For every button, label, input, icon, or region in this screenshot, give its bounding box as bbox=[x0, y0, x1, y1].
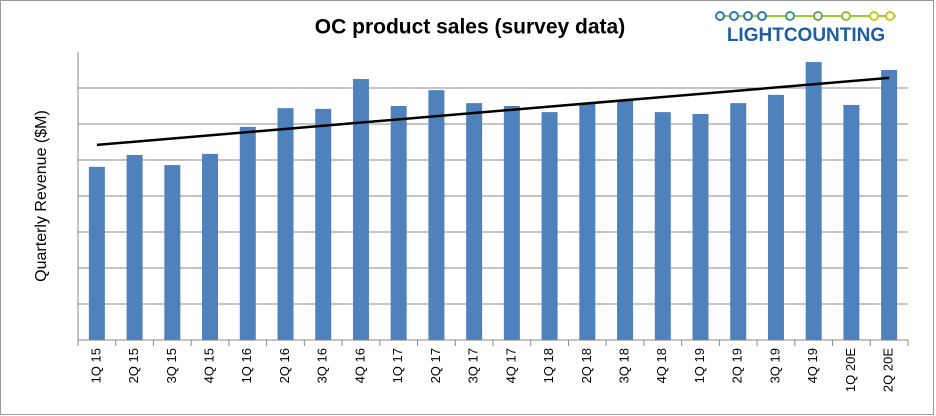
bar bbox=[126, 154, 143, 340]
x-tick-label: 4Q 15 bbox=[201, 348, 216, 383]
chart-title: OC product sales (survey data) bbox=[315, 16, 625, 39]
x-tick-label: 4Q 17 bbox=[503, 348, 518, 383]
x-tick-label: 2Q 17 bbox=[428, 348, 443, 383]
x-tick-label: 3Q 17 bbox=[466, 348, 481, 383]
bar bbox=[881, 70, 898, 340]
bar bbox=[202, 153, 219, 340]
x-tick-label: 2Q 15 bbox=[126, 348, 141, 383]
bar bbox=[767, 94, 784, 340]
bar bbox=[315, 108, 332, 340]
bar bbox=[277, 108, 294, 340]
bar bbox=[503, 106, 520, 340]
x-tick-label: 3Q 16 bbox=[315, 348, 330, 383]
bar bbox=[164, 165, 181, 340]
y-axis-label: Quarterly Revenue ($M) bbox=[33, 110, 50, 282]
x-tick-label: 3Q 19 bbox=[767, 348, 782, 383]
x-tick-label: 1Q 15 bbox=[88, 348, 103, 383]
logo-dots bbox=[715, 11, 895, 21]
x-tick-label: 2Q 16 bbox=[277, 348, 292, 383]
bar bbox=[654, 112, 671, 341]
logo-text: LIGHTCOUNTING bbox=[727, 25, 885, 46]
x-tick-label: 1Q 19 bbox=[692, 348, 707, 383]
bar bbox=[805, 62, 822, 341]
x-tick-label: 1Q 17 bbox=[390, 348, 405, 383]
bar bbox=[843, 104, 860, 340]
bar bbox=[692, 113, 709, 340]
bar bbox=[390, 106, 407, 340]
x-tick-label: 3Q 18 bbox=[616, 348, 631, 383]
bar bbox=[730, 103, 747, 341]
bar bbox=[239, 126, 256, 340]
x-tick-label: 3Q 15 bbox=[164, 348, 179, 383]
bar bbox=[541, 112, 558, 341]
trendline bbox=[96, 76, 890, 147]
x-tick-label: 2Q 20E bbox=[881, 348, 896, 392]
bar bbox=[617, 99, 634, 340]
x-tick-label: 2Q 18 bbox=[579, 348, 594, 383]
x-tick-label: 4Q 18 bbox=[654, 348, 669, 383]
bar bbox=[428, 90, 445, 340]
bar bbox=[352, 79, 369, 340]
x-tick-label: 4Q 16 bbox=[352, 348, 367, 383]
bar bbox=[88, 166, 105, 340]
x-tick-label: 2Q 19 bbox=[730, 348, 745, 383]
logo: LIGHTCOUNTING bbox=[715, 11, 896, 46]
x-tick-label: 1Q 16 bbox=[239, 348, 254, 383]
bar bbox=[466, 103, 483, 341]
x-tick-label: 1Q 18 bbox=[541, 348, 556, 383]
bar bbox=[579, 103, 596, 341]
x-tick-label: 4Q 19 bbox=[805, 348, 820, 383]
x-tick-label: 1Q 20E bbox=[843, 348, 858, 392]
